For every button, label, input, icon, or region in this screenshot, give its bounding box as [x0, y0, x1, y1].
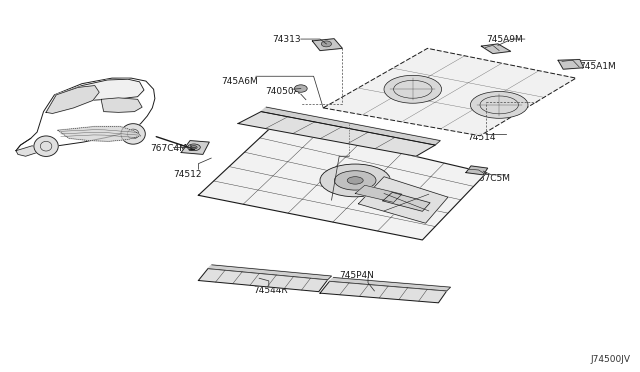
- Ellipse shape: [121, 124, 145, 144]
- Polygon shape: [238, 112, 435, 156]
- Ellipse shape: [320, 164, 390, 197]
- Polygon shape: [320, 281, 447, 303]
- Polygon shape: [198, 269, 328, 292]
- Text: 745A6M: 745A6M: [221, 77, 257, 86]
- Ellipse shape: [34, 136, 58, 156]
- Polygon shape: [16, 146, 38, 156]
- Polygon shape: [355, 185, 402, 202]
- Ellipse shape: [188, 144, 200, 151]
- Text: 74544R: 74544R: [253, 286, 287, 295]
- Ellipse shape: [348, 177, 364, 184]
- Polygon shape: [198, 124, 486, 240]
- Polygon shape: [466, 166, 488, 175]
- Text: 767C4M: 767C4M: [150, 144, 188, 153]
- Polygon shape: [261, 107, 440, 145]
- Text: 74313: 74313: [272, 35, 301, 44]
- Polygon shape: [46, 86, 99, 113]
- Polygon shape: [312, 39, 342, 51]
- Ellipse shape: [384, 75, 442, 103]
- Text: 74514: 74514: [467, 133, 496, 142]
- Polygon shape: [208, 265, 332, 280]
- Polygon shape: [383, 192, 430, 211]
- Text: 745P4N: 745P4N: [339, 271, 374, 280]
- Polygon shape: [323, 48, 576, 136]
- Polygon shape: [558, 60, 584, 69]
- Polygon shape: [181, 141, 209, 154]
- Text: 75436P: 75436P: [314, 202, 348, 211]
- Polygon shape: [358, 177, 448, 223]
- Polygon shape: [16, 78, 155, 153]
- Text: 745A1M: 745A1M: [579, 62, 616, 71]
- Ellipse shape: [335, 171, 376, 190]
- Text: 767C5M: 767C5M: [474, 174, 511, 183]
- Polygon shape: [101, 98, 142, 112]
- Ellipse shape: [470, 92, 528, 118]
- Circle shape: [294, 85, 307, 92]
- Ellipse shape: [191, 145, 197, 149]
- Text: 745A9M: 745A9M: [486, 35, 523, 44]
- Polygon shape: [330, 278, 451, 291]
- Polygon shape: [58, 126, 141, 141]
- Circle shape: [321, 41, 332, 47]
- Polygon shape: [481, 44, 511, 54]
- Text: J74500JV: J74500JV: [590, 355, 630, 364]
- Text: 74050A: 74050A: [266, 87, 300, 96]
- Polygon shape: [46, 79, 144, 112]
- Text: 74512: 74512: [173, 170, 202, 179]
